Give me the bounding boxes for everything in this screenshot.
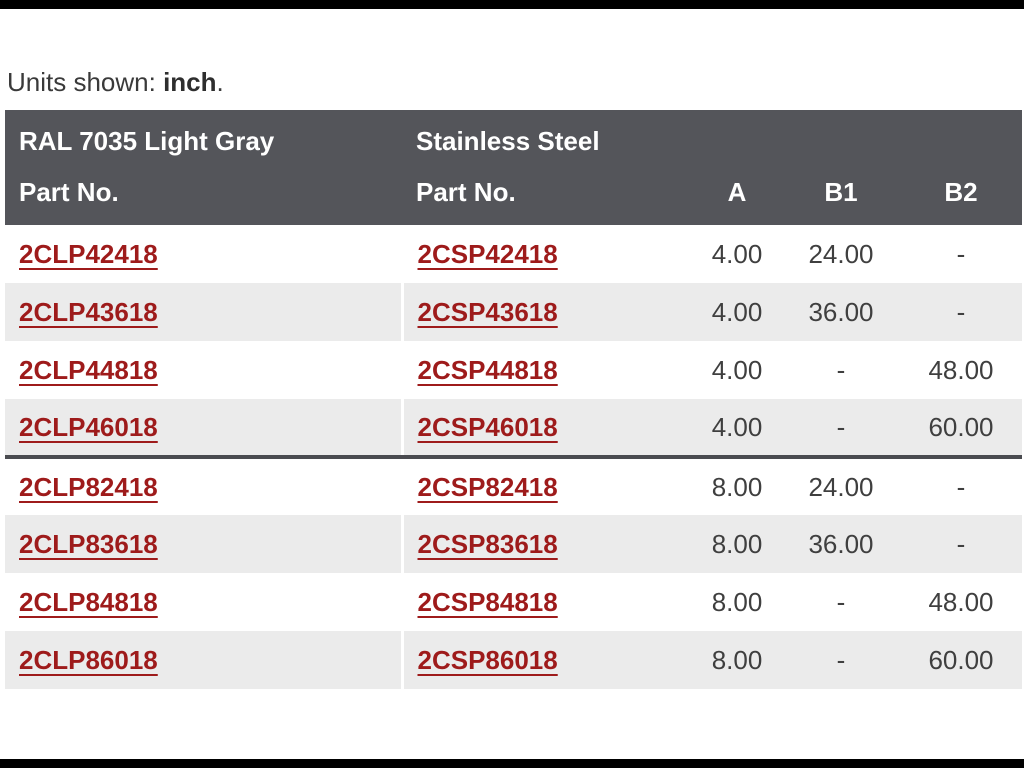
cell-b1: -	[782, 341, 900, 399]
header-gray-part-no: RAL 7035 Light Gray Part No.	[5, 110, 402, 225]
cell-gray-part: 2CLP82418	[5, 455, 402, 515]
header-ss-part-no: Stainless Steel Part No.	[402, 110, 692, 225]
table-row: 2CLP84818 2CSP84818 8.00 - 48.00	[5, 573, 1022, 631]
part-link-ss[interactable]: 2CSP82418	[417, 471, 558, 502]
cell-b1: -	[782, 573, 900, 631]
cell-a: 4.00	[692, 225, 782, 283]
table-row: 2CLP86018 2CSP86018 8.00 - 60.00	[5, 631, 1022, 689]
part-link-ss[interactable]: 2CSP42418	[417, 238, 558, 269]
part-link-gray[interactable]: 2CLP84818	[19, 586, 158, 617]
cell-ss-part: 2CSP86018	[400, 631, 692, 689]
cell-a: 4.00	[692, 341, 782, 399]
cell-ss-part: 2CSP44818	[400, 341, 692, 399]
cell-b1: -	[782, 631, 900, 689]
header-ss-title: Stainless Steel	[416, 126, 600, 156]
part-link-gray[interactable]: 2CLP43618	[19, 296, 158, 327]
page: Units shown: inch. RAL 7035 Light Gray P…	[5, 66, 1022, 689]
cell-ss-part: 2CSP84818	[400, 573, 692, 631]
cell-b2: -	[900, 225, 1022, 283]
table-row: 2CLP46018 2CSP46018 4.00 - 60.00	[5, 399, 1022, 457]
part-link-gray[interactable]: 2CLP86018	[19, 644, 158, 675]
units-value: inch	[163, 67, 217, 97]
letterbox-top	[0, 0, 1024, 9]
part-link-gray[interactable]: 2CLP83618	[19, 528, 158, 559]
part-link-ss[interactable]: 2CSP86018	[417, 644, 558, 675]
header-gray-part-label: Part No.	[19, 177, 119, 207]
cell-ss-part: 2CSP82418	[400, 455, 692, 515]
units-suffix: .	[216, 67, 224, 97]
header-col-b1: B1	[782, 110, 900, 225]
table-row: 2CLP43618 2CSP43618 4.00 36.00 -	[5, 283, 1022, 341]
cell-a: 4.00	[692, 399, 782, 457]
cell-gray-part: 2CLP46018	[5, 399, 402, 457]
cell-b1: 24.00	[782, 225, 900, 283]
table-row: 2CLP82418 2CSP82418 8.00 24.00 -	[5, 455, 1022, 515]
cell-ss-part: 2CSP42418	[400, 225, 692, 283]
cell-b1: -	[782, 399, 900, 457]
part-link-gray[interactable]: 2CLP82418	[19, 471, 158, 502]
parts-table: RAL 7035 Light Gray Part No. Stainless S…	[5, 110, 1022, 689]
part-link-ss[interactable]: 2CSP83618	[417, 528, 558, 559]
cell-b1: 36.00	[782, 515, 900, 573]
cell-b1: 36.00	[782, 283, 900, 341]
cell-b2: 60.00	[900, 399, 1022, 457]
cell-a: 8.00	[692, 455, 782, 515]
letterbox-bottom	[0, 759, 1024, 768]
cell-b1: 24.00	[782, 455, 900, 515]
part-link-gray[interactable]: 2CLP42418	[19, 238, 158, 269]
part-link-ss[interactable]: 2CSP46018	[417, 411, 558, 442]
part-link-ss[interactable]: 2CSP84818	[417, 586, 558, 617]
part-link-ss[interactable]: 2CSP44818	[417, 354, 558, 385]
cell-gray-part: 2CLP86018	[5, 631, 402, 689]
cell-ss-part: 2CSP83618	[400, 515, 692, 573]
cell-b2: 48.00	[900, 341, 1022, 399]
cell-a: 4.00	[692, 283, 782, 341]
cell-gray-part: 2CLP84818	[5, 573, 402, 631]
header-col-b2: B2	[900, 110, 1022, 225]
header-ss-part-label: Part No.	[416, 177, 516, 207]
cell-gray-part: 2CLP43618	[5, 283, 402, 341]
table-row: 2CLP44818 2CSP44818 4.00 - 48.00	[5, 341, 1022, 399]
cell-a: 8.00	[692, 631, 782, 689]
cell-b2: -	[900, 283, 1022, 341]
cell-b2: 48.00	[900, 573, 1022, 631]
cell-a: 8.00	[692, 515, 782, 573]
cell-a: 8.00	[692, 573, 782, 631]
cell-b2: -	[900, 515, 1022, 573]
cell-gray-part: 2CLP44818	[5, 341, 402, 399]
table-row: 2CLP42418 2CSP42418 4.00 24.00 -	[5, 225, 1022, 283]
table-row: 2CLP83618 2CSP83618 8.00 36.00 -	[5, 515, 1022, 573]
header-gray-title: RAL 7035 Light Gray	[19, 126, 275, 156]
part-link-gray[interactable]: 2CLP44818	[19, 354, 158, 385]
table-header-row: RAL 7035 Light Gray Part No. Stainless S…	[5, 110, 1022, 225]
cell-gray-part: 2CLP42418	[5, 225, 402, 283]
header-col-a: A	[692, 110, 782, 225]
cell-ss-part: 2CSP46018	[400, 399, 692, 457]
units-label: Units shown:	[7, 67, 156, 97]
cell-gray-part: 2CLP83618	[5, 515, 402, 573]
part-link-gray[interactable]: 2CLP46018	[19, 411, 158, 442]
part-link-ss[interactable]: 2CSP43618	[417, 296, 558, 327]
units-note: Units shown: inch.	[7, 66, 1022, 98]
cell-b2: 60.00	[900, 631, 1022, 689]
cell-b2: -	[900, 455, 1022, 515]
cell-ss-part: 2CSP43618	[400, 283, 692, 341]
